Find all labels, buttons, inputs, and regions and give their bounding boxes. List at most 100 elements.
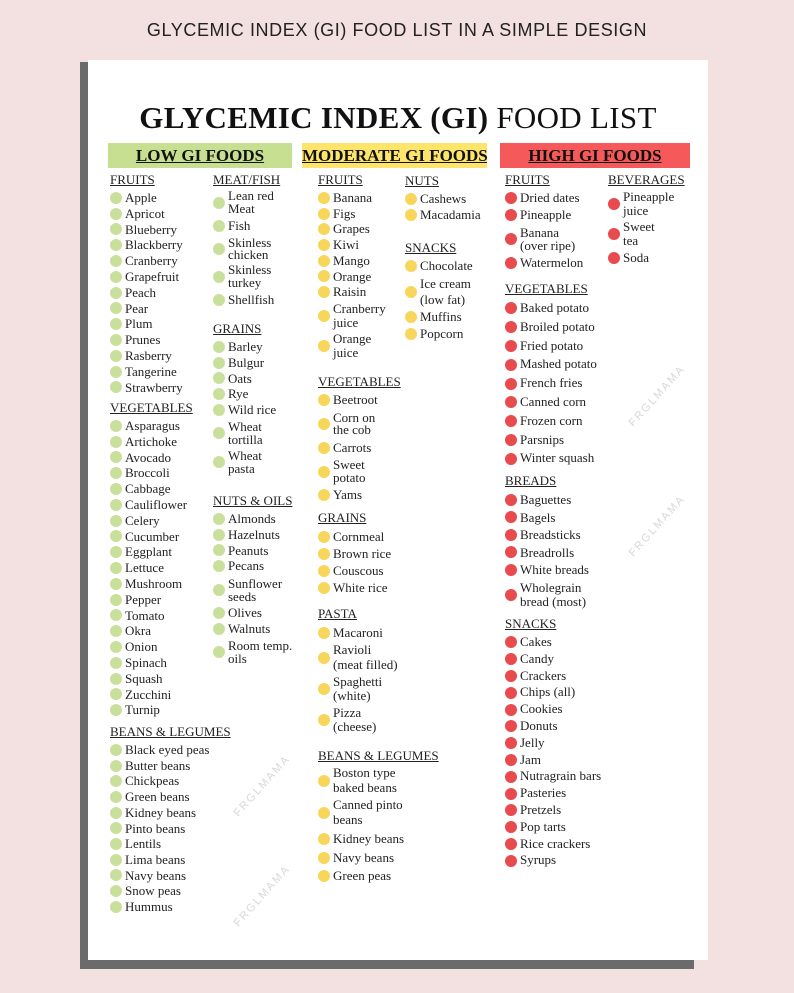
low-gi-dot-icon (110, 318, 122, 331)
food-item: Mushroom (110, 576, 193, 592)
food-item-label: Almonds (228, 511, 276, 526)
food-item-label: Parsnips (520, 431, 565, 447)
moderate-gi-dot-icon (318, 254, 330, 267)
low-gi-dot-icon (213, 388, 225, 401)
moderate-gi-dot-icon (318, 564, 330, 577)
food-item-label: Beetroot (333, 392, 378, 407)
low-section-meat-fish: MEAT/FISH Lean red Meat Fish Skinless chick… (213, 173, 280, 308)
food-item: Walnuts (213, 621, 292, 637)
food-item-label: Sweet tea (623, 219, 655, 248)
food-item: Artichoke (110, 434, 193, 450)
low-gi-dot-icon (213, 340, 225, 353)
food-item: Ice cream (low fat) (405, 276, 473, 308)
high-gi-dot-icon (505, 636, 517, 649)
moderate-gi-dot-icon (318, 530, 330, 543)
low-gi-dot-icon (213, 544, 225, 557)
low-gi-dot-icon (110, 869, 122, 882)
food-item-label: Mashed potato (520, 356, 597, 372)
food-item-label: Cookies (520, 701, 563, 717)
food-item: Candy (505, 651, 601, 668)
food-item: Blueberry (110, 222, 183, 238)
food-item: Spinach (110, 655, 193, 671)
food-item: Couscous (318, 562, 391, 579)
food-item-label: Blueberry (125, 221, 177, 237)
food-item: Skinless chicken (213, 234, 280, 262)
high-gi-dot-icon (505, 433, 517, 446)
moderate-gi-dot-icon (318, 547, 330, 560)
food-item-label: Rye (228, 386, 249, 402)
moderate-section-beans-legumes: BEANS & LEGUMES Boston type baked beans Ca… (318, 749, 439, 886)
section-heading: NUTS (405, 173, 439, 188)
high-section-snacks: SNACKS Cakes Candy Crackers Chips (all) Cooki… (505, 617, 601, 869)
food-item: Zucchini (110, 687, 193, 703)
food-item: Pinto beans (110, 821, 231, 837)
food-item-label: Sweet potato (333, 457, 366, 485)
food-item-label: Breadrolls (520, 544, 575, 560)
high-gi-dot-icon (505, 256, 517, 269)
low-section-beans-legumes: BEANS & LEGUMES Black eyed peas Butter bea… (110, 725, 231, 915)
low-gi-dot-icon (213, 455, 225, 468)
food-item-label: Bagels (520, 509, 556, 525)
food-item: Frozen corn (505, 412, 597, 431)
food-item-label: Lean red Meat (228, 188, 274, 216)
food-item-label: Broiled potato (520, 318, 595, 334)
moderate-gi-dot-icon (318, 651, 330, 664)
moderate-gi-dot-icon (405, 285, 417, 298)
food-item-label: Yams (333, 487, 363, 502)
moderate-gi-dot-icon (318, 394, 330, 407)
food-item-label: Winter squash (520, 450, 595, 466)
low-gi-dot-icon (110, 191, 122, 204)
food-item: Olives (213, 605, 292, 621)
food-item: Hummus (110, 899, 231, 915)
food-item: Carrots (318, 440, 401, 457)
low-gi-dot-icon (213, 512, 225, 525)
food-item-label: Skinless chicken (228, 234, 272, 262)
food-item-label: Apple (125, 190, 157, 205)
food-item-label: Fried potato (520, 337, 584, 353)
food-item: Asparagus (110, 418, 193, 434)
food-item-label: Carrots (333, 439, 372, 455)
food-item: Ravioli (meat filled) (318, 643, 398, 672)
food-item-label: Ravioli (meat filled) (333, 642, 398, 672)
high-gi-dot-icon (505, 669, 517, 682)
food-item-label: Canned corn (520, 393, 587, 409)
food-item: Brown rice (318, 545, 391, 562)
high-gi-dot-icon (608, 252, 620, 264)
moderate-gi-dot-icon (318, 223, 330, 236)
image-caption: GLYCEMIC INDEX (GI) FOOD LIST IN A SIMPL… (146, 20, 648, 40)
food-item: Sweet tea (608, 220, 685, 248)
moderate-gi-dot-icon (318, 833, 330, 846)
food-item: Turnip (110, 702, 193, 718)
food-item: White rice (318, 579, 391, 596)
high-gi-dot-icon (505, 737, 517, 750)
food-item-label: Ice cream (low fat) (420, 275, 471, 307)
food-item-label: Pinto beans (125, 820, 186, 836)
low-gi-dot-icon (110, 609, 122, 622)
food-item-label: Macadamia (420, 207, 481, 222)
low-gi-dot-icon (110, 838, 122, 851)
moderate-gi-dot-icon (318, 489, 330, 502)
high-gi-dot-icon (505, 321, 517, 334)
low-gi-dot-icon (110, 806, 122, 819)
food-item-label: Watermelon (520, 254, 584, 270)
food-item-label: Pineapple (520, 206, 572, 222)
food-item: Prunes (110, 332, 183, 348)
food-item-label: Onion (125, 639, 158, 655)
food-item: Pasteries (505, 785, 601, 802)
low-gi-dot-icon (110, 334, 122, 347)
food-item: French fries (505, 374, 597, 393)
food-item: Breadrolls (505, 544, 589, 562)
food-item: Celery (110, 513, 193, 529)
food-item-label: Kiwi (333, 237, 359, 253)
food-item: Sunflower seeds (213, 577, 292, 603)
food-item: Parsnips (505, 431, 597, 450)
low-gi-dot-icon (213, 196, 225, 209)
high-gi-dot-icon (505, 339, 517, 352)
food-item-label: Lettuce (125, 560, 164, 576)
food-item-label: Peach (125, 284, 157, 300)
food-item-label: Cauliflower (125, 496, 188, 512)
food-item-label: Zucchini (125, 686, 172, 702)
food-item: Wheat tortilla (213, 420, 276, 446)
section-heading: BEVERAGES (608, 172, 685, 187)
low-gi-dot-icon (110, 514, 122, 527)
